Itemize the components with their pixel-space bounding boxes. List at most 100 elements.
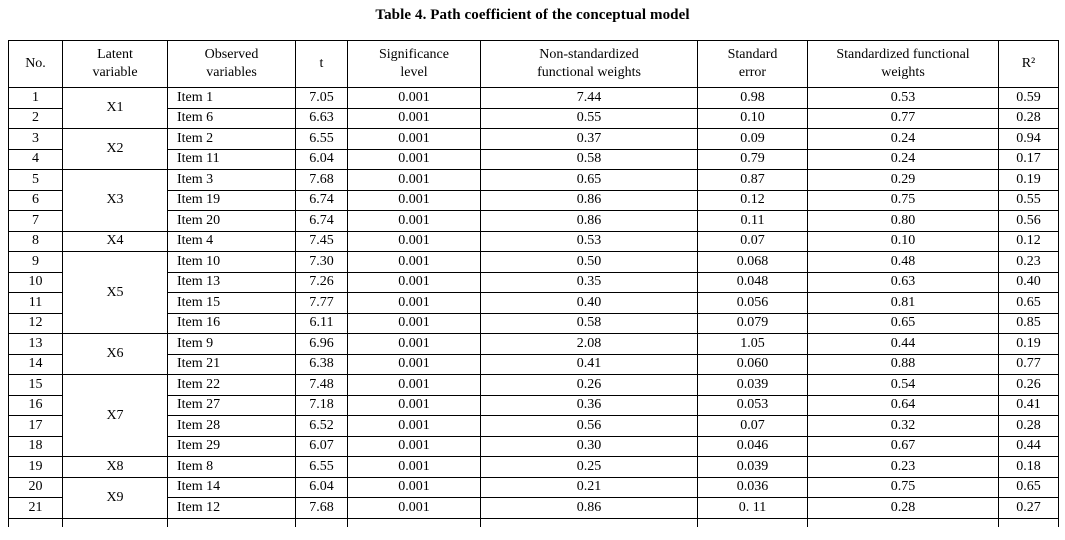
- cutoff-cell: [807, 517, 999, 527]
- cell-no: 13: [8, 333, 63, 355]
- cell-no: 1: [8, 87, 63, 109]
- cell-observed-variable: Item 4: [167, 230, 296, 252]
- cell-no: 16: [8, 394, 63, 416]
- cell-nonstandardized-weight: 0.58: [480, 148, 698, 170]
- cutoff-cell: [697, 517, 808, 527]
- cell-latent-variable: X2: [62, 128, 168, 170]
- cell-nonstandardized-weight: 0.26: [480, 374, 698, 396]
- cell-no: 8: [8, 230, 63, 252]
- cell-t: 6.74: [295, 210, 348, 232]
- cell-r-squared: 0.12: [998, 230, 1059, 252]
- cell-standard-error: 0.11: [697, 210, 808, 232]
- cell-significance-level: 0.001: [347, 210, 481, 232]
- cell-t: 6.63: [295, 107, 348, 129]
- table-row: 21 Item 12 7.68 0.001 0.86 0. 11 0.28 0.27: [8, 497, 1059, 519]
- cell-standardized-weight: 0.75: [807, 476, 999, 498]
- cell-nonstandardized-weight: 7.44: [480, 87, 698, 109]
- cell-r-squared: 0.17: [998, 148, 1059, 170]
- cell-nonstandardized-weight: 0.37: [480, 128, 698, 150]
- cell-r-squared: 0.27: [998, 497, 1059, 519]
- table-row: 7 Item 20 6.74 0.001 0.86 0.11 0.80 0.56: [8, 210, 1059, 232]
- cell-standardized-weight: 0.28: [807, 497, 999, 519]
- header-t: t: [295, 40, 348, 88]
- cell-observed-variable: Item 3: [167, 169, 296, 191]
- cell-nonstandardized-weight: 0.41: [480, 353, 698, 375]
- cell-nonstandardized-weight: 0.65: [480, 169, 698, 191]
- cell-nonstandardized-weight: 0.40: [480, 292, 698, 314]
- cell-t: 7.05: [295, 87, 348, 109]
- cell-nonstandardized-weight: 0.30: [480, 435, 698, 457]
- cell-no: 18: [8, 435, 63, 457]
- table-title: Table 4. Path coefficient of the concept…: [375, 7, 690, 23]
- cell-standardized-weight: 0.63: [807, 271, 999, 293]
- cell-standard-error: 0.046: [697, 435, 808, 457]
- cell-significance-level: 0.001: [347, 87, 481, 109]
- cell-t: 6.38: [295, 353, 348, 375]
- cutoff-cell: [480, 517, 698, 527]
- cell-standard-error: 0.079: [697, 312, 808, 334]
- cell-nonstandardized-weight: 0.58: [480, 312, 698, 334]
- cell-r-squared: 0.41: [998, 394, 1059, 416]
- cell-nonstandardized-weight: 0.21: [480, 476, 698, 498]
- cell-latent-variable: X6: [62, 333, 168, 375]
- cell-standard-error: 0.056: [697, 292, 808, 314]
- table-row: 18 Item 29 6.07 0.001 0.30 0.046 0.67 0.44: [8, 435, 1059, 457]
- cell-r-squared: 0.65: [998, 292, 1059, 314]
- cell-significance-level: 0.001: [347, 230, 481, 252]
- cutoff-cell: [167, 517, 296, 527]
- cell-standard-error: 0.07: [697, 415, 808, 437]
- table-row: 15 X7 Item 22 7.48 0.001 0.26 0.039 0.54 0.26: [8, 374, 1059, 457]
- cell-t: 7.48: [295, 374, 348, 396]
- table-row: 8 X4 Item 4 7.45 0.001 0.53 0.07 0.10 0.12: [8, 230, 1059, 252]
- cell-observed-variable: Item 15: [167, 292, 296, 314]
- cell-latent-variable: X1: [62, 87, 168, 129]
- cell-r-squared: 0.56: [998, 210, 1059, 232]
- cell-r-squared: 0.77: [998, 353, 1059, 375]
- cell-standard-error: 0.79: [697, 148, 808, 170]
- cell-significance-level: 0.001: [347, 456, 481, 478]
- cell-standard-error: 1.05: [697, 333, 808, 355]
- table-row: 12 Item 16 6.11 0.001 0.58 0.079 0.65 0.85: [8, 312, 1059, 334]
- cell-standard-error: 0.039: [697, 374, 808, 396]
- cell-significance-level: 0.001: [347, 497, 481, 519]
- cell-standardized-weight: 0.32: [807, 415, 999, 437]
- cell-nonstandardized-weight: 0.86: [480, 189, 698, 211]
- cell-standardized-weight: 0.53: [807, 87, 999, 109]
- cell-latent-variable: X3: [62, 169, 168, 232]
- cell-observed-variable: Item 8: [167, 456, 296, 478]
- cell-r-squared: 0.59: [998, 87, 1059, 109]
- cell-observed-variable: Item 9: [167, 333, 296, 355]
- header-r-squared: R²: [998, 40, 1059, 88]
- cell-no: 17: [8, 415, 63, 437]
- cell-t: 6.07: [295, 435, 348, 457]
- cell-r-squared: 0.19: [998, 333, 1059, 355]
- cell-no: 11: [8, 292, 63, 314]
- cell-no: 20: [8, 476, 63, 498]
- cell-no: 19: [8, 456, 63, 478]
- cell-observed-variable: Item 2: [167, 128, 296, 150]
- cell-t: 7.68: [295, 497, 348, 519]
- cell-standard-error: 0.048: [697, 271, 808, 293]
- cell-nonstandardized-weight: 0.35: [480, 271, 698, 293]
- cell-standard-error: 0.10: [697, 107, 808, 129]
- cell-observed-variable: Item 27: [167, 394, 296, 416]
- cell-significance-level: 0.001: [347, 394, 481, 416]
- cell-t: 6.55: [295, 128, 348, 150]
- cell-r-squared: 0.44: [998, 435, 1059, 457]
- cell-significance-level: 0.001: [347, 271, 481, 293]
- cell-significance-level: 0.001: [347, 148, 481, 170]
- cell-standard-error: 0.036: [697, 476, 808, 498]
- cell-standardized-weight: 0.24: [807, 148, 999, 170]
- cell-significance-level: 0.001: [347, 189, 481, 211]
- cell-standardized-weight: 0.88: [807, 353, 999, 375]
- cell-nonstandardized-weight: 0.36: [480, 394, 698, 416]
- cell-r-squared: 0.26: [998, 374, 1059, 396]
- cell-nonstandardized-weight: 0.50: [480, 251, 698, 273]
- cell-observed-variable: Item 11: [167, 148, 296, 170]
- cell-standard-error: 0.09: [697, 128, 808, 150]
- cell-significance-level: 0.001: [347, 312, 481, 334]
- cell-t: 7.30: [295, 251, 348, 273]
- cell-observed-variable: Item 29: [167, 435, 296, 457]
- cell-standardized-weight: 0.44: [807, 333, 999, 355]
- cell-t: 6.04: [295, 476, 348, 498]
